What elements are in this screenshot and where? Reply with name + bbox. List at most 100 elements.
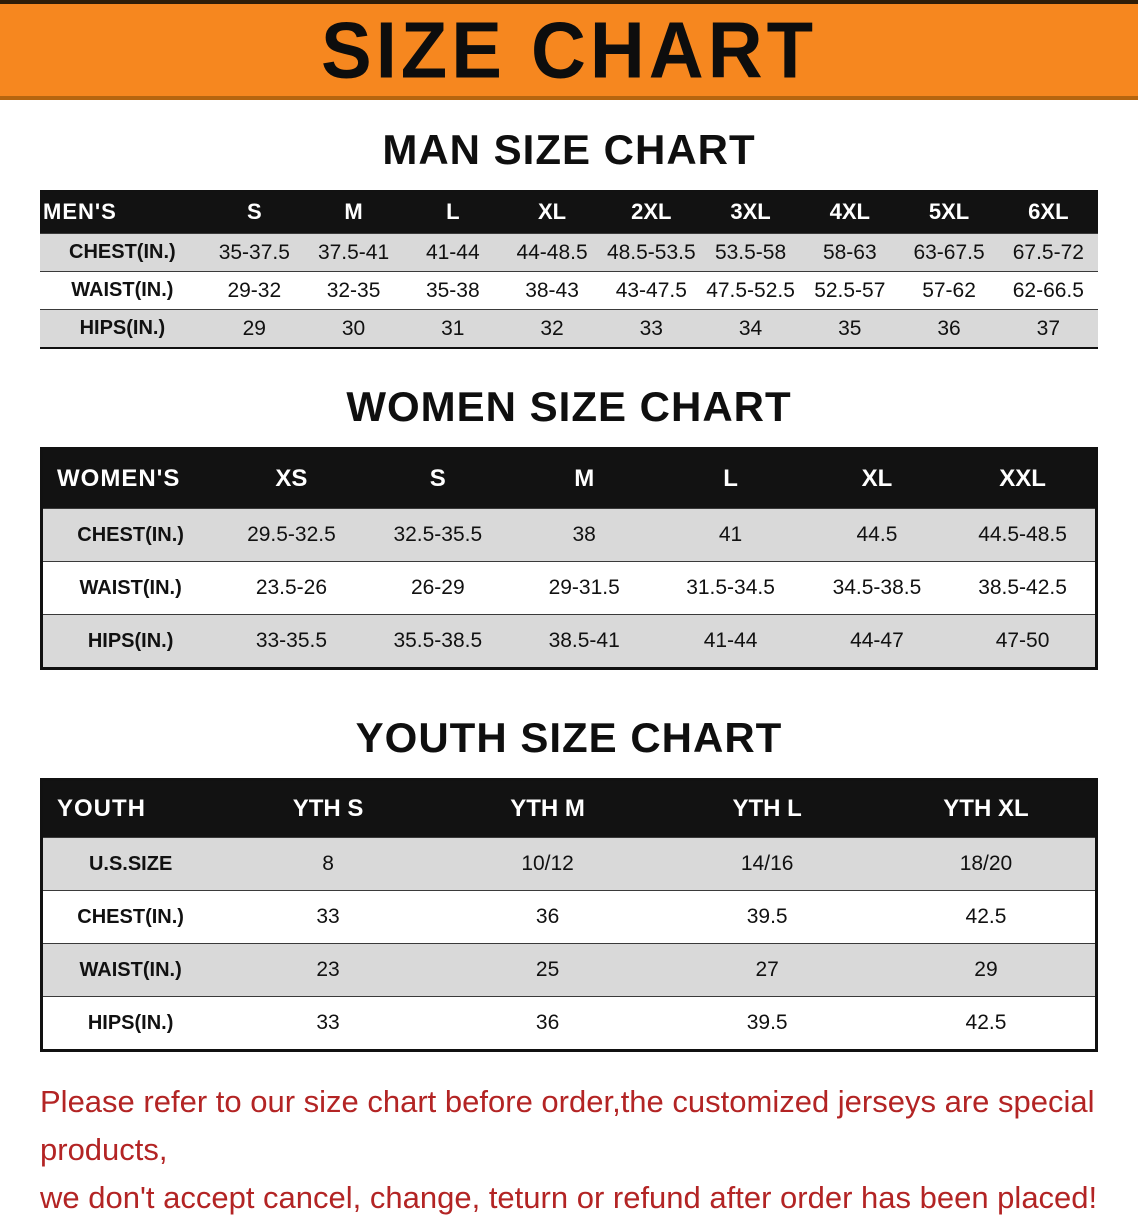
size-value-cell: 43-47.5 [601, 271, 701, 310]
size-value-cell: 23.5-26 [218, 561, 365, 615]
size-value-cell: 23 [218, 943, 438, 997]
size-value-cell: 35-38 [403, 271, 503, 310]
row-label-cell: HIPS(IN.) [41, 996, 219, 1051]
size-value-cell: 10/12 [437, 837, 658, 891]
size-value-cell: 44.5 [803, 508, 951, 562]
column-header-cell: 4XL [800, 190, 900, 234]
size-value-cell: 44-47 [803, 614, 951, 669]
size-value-cell: 67.5-72 [998, 233, 1098, 272]
size-value-cell: 33-35.5 [218, 614, 365, 669]
size-value-cell: 38.5-42.5 [950, 561, 1097, 615]
size-table: WOMEN'S XS S M L XL XXL CHEST(IN.) 29.5-32.5 32.5… [40, 447, 1098, 670]
size-value-cell: 29 [876, 943, 1097, 997]
table-row: CHEST(IN.) 29.5-32.5 32.5-35.5 38 41 44.5 44.5… [41, 508, 1097, 562]
size-value-cell: 48.5-53.5 [601, 233, 701, 272]
size-value-cell: 47.5-52.5 [700, 271, 801, 310]
size-value-cell: 35.5-38.5 [364, 614, 511, 669]
size-value-cell: 34 [700, 309, 801, 348]
man-size-chart-section: MAN SIZE CHART MEN'S S M L XL 2XL 3XL 4XL 5XL 6XL… [0, 100, 1138, 349]
size-value-cell: 62-66.5 [998, 271, 1098, 310]
table-row: U.S.SIZE 8 10/12 14/16 18/20 [41, 837, 1097, 891]
table-title-cell: MEN'S [40, 190, 205, 234]
column-header-cell: XXL [950, 448, 1097, 509]
column-header-cell: M [511, 448, 658, 509]
size-value-cell: 41-44 [403, 233, 503, 272]
table-row: HIPS(IN.) 33-35.5 35.5-38.5 38.5-41 41-44 44-… [41, 614, 1097, 669]
size-value-cell: 31 [403, 309, 503, 348]
table-header-row: YOUTH YTH S YTH M YTH L YTH XL [41, 779, 1097, 838]
size-value-cell: 58-63 [800, 233, 900, 272]
size-value-cell: 33 [218, 890, 438, 944]
women-size-chart-section: WOMEN SIZE CHART WOMEN'S XS S M L XL XXL CHEST(… [0, 349, 1138, 670]
size-value-cell: 44-48.5 [502, 233, 602, 272]
table-row: WAIST(IN.) 29-32 32-35 35-38 38-43 43-47.5 47.… [40, 271, 1098, 310]
column-header-cell: S [364, 448, 511, 509]
row-label-cell: CHEST(IN.) [41, 890, 219, 944]
size-value-cell: 29 [204, 309, 304, 348]
size-value-cell: 14/16 [657, 837, 877, 891]
size-value-cell: 41 [657, 508, 804, 562]
size-value-cell: 41-44 [657, 614, 804, 669]
youth-size-table: YOUTH YTH S YTH M YTH L YTH XL U.S.SIZE 8 10/12… [40, 778, 1098, 1052]
table-row: CHEST(IN.) 35-37.5 37.5-41 41-44 44-48.5 48.5… [40, 233, 1098, 272]
size-value-cell: 36 [437, 996, 658, 1051]
size-value-cell: 35 [800, 309, 900, 348]
row-label-cell: HIPS(IN.) [41, 614, 219, 669]
table-title-cell: YOUTH [41, 779, 219, 838]
column-header-cell: XL [803, 448, 951, 509]
size-value-cell: 63-67.5 [899, 233, 999, 272]
row-label-cell: WAIST(IN.) [40, 271, 205, 310]
size-chart-content: MAN SIZE CHART MEN'S S M L XL 2XL 3XL 4XL 5XL 6XL… [0, 100, 1138, 1222]
row-label-cell: CHEST(IN.) [41, 508, 219, 562]
size-value-cell: 29-31.5 [511, 561, 658, 615]
column-header-cell: XL [502, 190, 602, 234]
banner-title: SIZE CHART [321, 5, 817, 95]
size-value-cell: 52.5-57 [800, 271, 900, 310]
column-header-cell: L [657, 448, 804, 509]
size-value-cell: 47-50 [950, 614, 1097, 669]
size-value-cell: 44.5-48.5 [950, 508, 1097, 562]
size-value-cell: 39.5 [657, 996, 877, 1051]
size-value-cell: 33 [601, 309, 701, 348]
row-label-cell: U.S.SIZE [41, 837, 219, 891]
column-header-cell: M [303, 190, 404, 234]
column-header-cell: 5XL [899, 190, 999, 234]
table-header-row: MEN'S S M L XL 2XL 3XL 4XL 5XL 6XL [40, 190, 1098, 234]
size-value-cell: 32.5-35.5 [364, 508, 511, 562]
column-header-cell: 2XL [601, 190, 701, 234]
column-header-cell: YTH S [218, 779, 438, 838]
size-value-cell: 27 [657, 943, 877, 997]
size-table: YOUTH YTH S YTH M YTH L YTH XL U.S.SIZE 8 10/12… [40, 778, 1098, 1052]
column-header-cell: L [403, 190, 503, 234]
size-value-cell: 38-43 [502, 271, 602, 310]
row-label-cell: WAIST(IN.) [41, 943, 219, 997]
women-size-table: WOMEN'S XS S M L XL XXL CHEST(IN.) 29.5-32.5 32.5… [40, 447, 1098, 670]
size-value-cell: 31.5-34.5 [657, 561, 804, 615]
row-label-cell: WAIST(IN.) [41, 561, 219, 615]
size-value-cell: 38 [511, 508, 658, 562]
size-value-cell: 37 [998, 309, 1098, 348]
table-row: HIPS(IN.) 33 36 39.5 42.5 [41, 996, 1097, 1051]
order-notice: Please refer to our size chart before or… [40, 1078, 1098, 1222]
order-notice-line-1: Please refer to our size chart before or… [40, 1084, 1095, 1168]
column-header-cell: YTH L [657, 779, 877, 838]
youth-size-chart-section: YOUTH SIZE CHART YOUTH YTH S YTH M YTH L YTH… [0, 670, 1138, 1052]
size-value-cell: 18/20 [876, 837, 1097, 891]
size-value-cell: 36 [437, 890, 658, 944]
size-chart-banner: SIZE CHART [0, 0, 1138, 100]
size-value-cell: 8 [218, 837, 438, 891]
size-table: MEN'S S M L XL 2XL 3XL 4XL 5XL 6XL CHEST(IN.) 35-37… [40, 190, 1098, 349]
size-value-cell: 42.5 [876, 890, 1097, 944]
column-header-cell: YTH XL [876, 779, 1097, 838]
size-value-cell: 53.5-58 [700, 233, 801, 272]
youth-size-chart-heading: YOUTH SIZE CHART [355, 714, 783, 761]
column-header-cell: YTH M [437, 779, 658, 838]
row-label-cell: CHEST(IN.) [40, 233, 205, 272]
table-row: WAIST(IN.) 23 25 27 29 [41, 943, 1097, 997]
men-size-table: MEN'S S M L XL 2XL 3XL 4XL 5XL 6XL CHEST(IN.) 35-37… [40, 190, 1098, 349]
size-value-cell: 38.5-41 [511, 614, 658, 669]
size-value-cell: 32 [502, 309, 602, 348]
column-header-cell: S [204, 190, 304, 234]
size-value-cell: 34.5-38.5 [803, 561, 951, 615]
table-title-cell: WOMEN'S [41, 448, 219, 509]
